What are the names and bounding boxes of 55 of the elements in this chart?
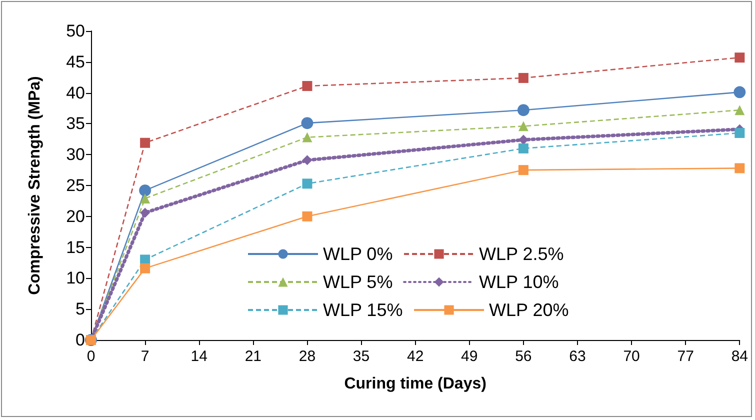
y-tick-label: 40 (66, 83, 85, 102)
x-tick-label: 14 (190, 348, 208, 365)
point (518, 72, 528, 83)
point (302, 132, 312, 142)
point (302, 211, 312, 222)
point (140, 263, 150, 274)
legend-label: WLP 5% (323, 272, 393, 292)
y-tick-label: 25 (66, 176, 85, 195)
x-tick-label: 42 (406, 348, 424, 365)
y-tick-label: 15 (66, 238, 85, 257)
x-tick-label: 77 (677, 348, 694, 365)
x-axis-title: Curing time (Days) (344, 376, 486, 392)
legend-label: WLP 0% (323, 244, 393, 264)
point (140, 193, 150, 204)
point (302, 81, 312, 91)
x-tick-label: 84 (731, 348, 748, 365)
legend-label: WLP 15% (323, 300, 403, 320)
x-tick-label: 21 (244, 348, 262, 365)
point (734, 52, 745, 63)
y-tick-label: 35 (66, 114, 85, 134)
y-tick-label: 30 (66, 145, 85, 164)
point (139, 184, 152, 196)
y-tick-label: 45 (66, 52, 85, 72)
point (734, 128, 745, 138)
point (518, 143, 528, 154)
x-tick-label: 49 (461, 348, 478, 365)
y-tick-label: 10 (66, 268, 85, 288)
point (517, 104, 530, 116)
y-axis-title: Compressive Strength (MPa) (26, 76, 44, 295)
point (140, 138, 150, 148)
legend-label: WLP 20% (489, 300, 569, 320)
point (518, 121, 528, 132)
point (140, 254, 150, 265)
point (140, 208, 150, 218)
point (301, 117, 314, 130)
y-tick-label: 20 (66, 206, 85, 226)
x-tick-label: 0 (86, 348, 96, 365)
y-tick-label: 50 (66, 22, 85, 40)
legend-label: WLP 2.5% (479, 244, 564, 264)
y-tick-label: 5 (76, 300, 85, 319)
x-tick-label: 63 (569, 348, 586, 365)
point (518, 165, 528, 176)
x-tick-label: 7 (140, 348, 150, 365)
legend-label: WLP 10% (479, 272, 559, 292)
x-tick-label: 70 (623, 348, 640, 365)
x-tick-label: 35 (352, 348, 370, 365)
point (734, 163, 745, 174)
x-tick-label: 28 (298, 348, 316, 365)
point (302, 155, 312, 166)
point (734, 86, 746, 98)
point (734, 105, 745, 116)
x-tick-label: 56 (515, 348, 532, 365)
point (302, 178, 312, 189)
point (518, 134, 528, 145)
y-tick-label: 0 (76, 330, 85, 350)
